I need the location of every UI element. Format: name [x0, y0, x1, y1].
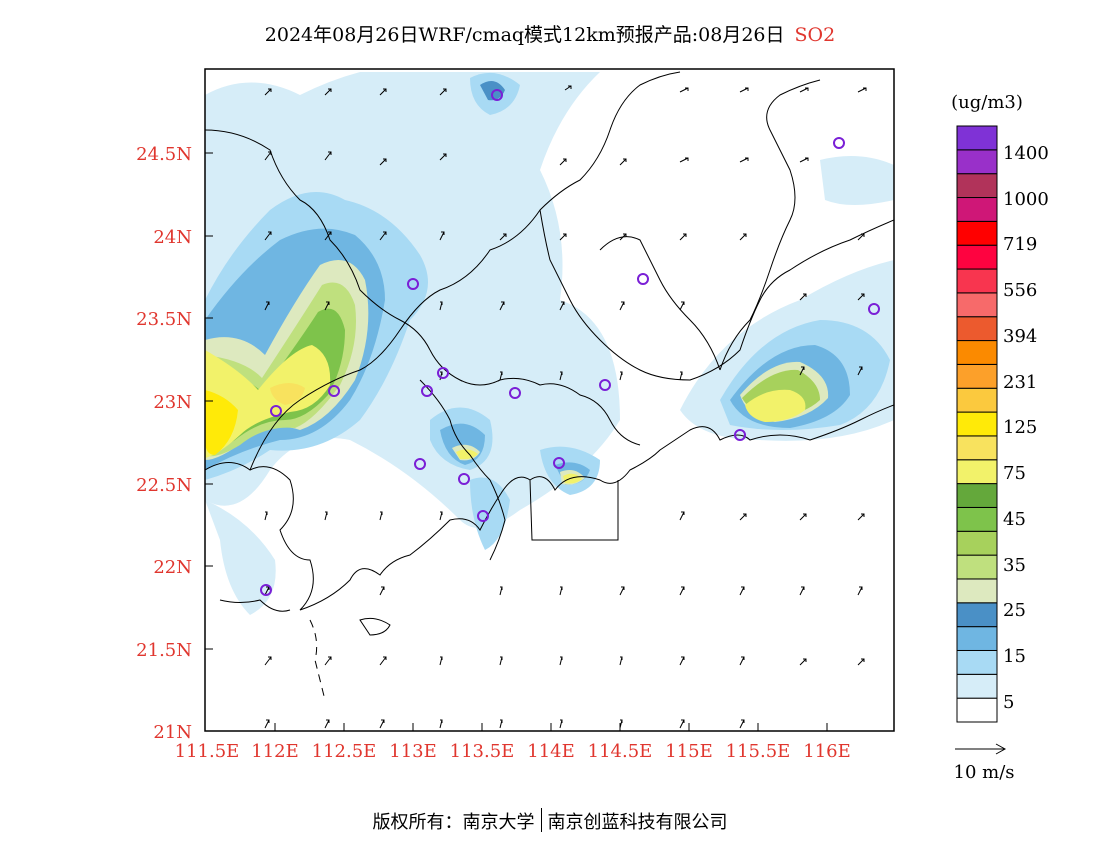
station-marker — [477, 510, 489, 522]
lon-label: 112E — [251, 741, 299, 762]
station-marker — [491, 89, 503, 101]
legend-label: 1000 — [1003, 189, 1049, 210]
footer-right: 南京创蓝科技有限公司 — [547, 812, 728, 833]
station-markers — [260, 89, 880, 596]
legend-swatch — [956, 435, 998, 461]
lat-label: 21.5N — [136, 640, 192, 661]
station-marker — [509, 387, 521, 399]
lat-label: 21N — [153, 722, 192, 743]
legend-swatch — [956, 483, 998, 508]
color-legend — [956, 125, 998, 723]
lon-label: 116E — [803, 741, 851, 762]
axis-ticks — [205, 152, 828, 731]
title-main: 2024年08月26日WRF/cmaq模式12km预报产品:08月26日 — [264, 24, 785, 46]
legend-swatch — [956, 197, 998, 222]
legend-label: 719 — [1003, 234, 1037, 255]
concentration-field — [205, 72, 894, 615]
lon-label: 113E — [389, 741, 437, 762]
station-marker — [833, 137, 845, 149]
legend-label: 1400 — [1003, 143, 1049, 164]
legend-swatch — [956, 268, 998, 294]
legend-label: 75 — [1003, 463, 1026, 484]
legend-swatch — [956, 340, 998, 365]
station-marker — [328, 385, 340, 397]
legend-label: 125 — [1003, 417, 1037, 438]
chart-title: 2024年08月26日WRF/cmaq模式12km预报产品:08月26日 SO2 — [0, 20, 1100, 47]
station-marker — [407, 278, 419, 290]
station-marker — [637, 273, 649, 285]
legend-swatch — [956, 578, 998, 604]
legend-swatch — [956, 697, 998, 723]
legend-label: 35 — [1003, 555, 1026, 576]
legend-unit: (ug/m3) — [951, 92, 1023, 113]
lon-label: 115.5E — [726, 741, 791, 762]
station-marker — [553, 457, 565, 469]
lat-label: 22.5N — [136, 475, 192, 496]
lat-label: 22N — [153, 557, 192, 578]
footer-left: 版权所有：南京大学 — [372, 812, 535, 833]
legend-label: 231 — [1003, 372, 1037, 393]
legend-swatch — [956, 530, 998, 556]
legend-swatch — [956, 387, 998, 413]
wind-reference: 10 m/s — [954, 743, 1015, 783]
lat-label: 24.5N — [136, 144, 192, 165]
station-marker — [599, 379, 611, 391]
boundary-lines — [205, 71, 894, 701]
lat-label: 24N — [153, 227, 192, 248]
legend-label: 45 — [1003, 509, 1026, 530]
station-marker — [734, 429, 746, 441]
legend-swatch — [956, 149, 998, 175]
legend-swatch — [956, 411, 998, 437]
copyright-footer: 版权所有：南京大学 南京创蓝科技有限公司 — [0, 808, 1100, 834]
legend-swatch — [956, 244, 998, 270]
lon-label: 115E — [665, 741, 713, 762]
latitude-labels: 24.5N 24N 23.5N 23N 22.5N 22N 21.5N 21N — [136, 144, 192, 743]
legend-swatch — [956, 459, 998, 485]
legend-label: 15 — [1003, 646, 1026, 667]
legend-label: 394 — [1003, 326, 1037, 347]
lon-label: 114.5E — [588, 741, 653, 762]
wind-reference-label: 10 m/s — [954, 762, 1015, 783]
station-marker — [270, 405, 282, 417]
legend-labels: 1400 1000 719 556 394 231 125 75 45 35 2… — [1003, 143, 1049, 713]
lon-label: 114E — [527, 741, 575, 762]
legend-swatch — [956, 220, 998, 246]
legend-label: 25 — [1003, 600, 1026, 621]
legend-swatch — [956, 173, 998, 199]
legend-swatch — [956, 506, 998, 532]
wind-vectors — [264, 85, 867, 729]
legend-swatch — [956, 363, 998, 389]
legend-swatch — [956, 626, 998, 651]
station-marker — [437, 367, 449, 379]
legend-swatch — [956, 673, 998, 699]
legend-swatch — [956, 316, 998, 342]
legend-swatch — [956, 125, 998, 151]
map-frame — [204, 68, 895, 732]
lon-label: 112.5E — [312, 741, 377, 762]
legend-swatch — [956, 649, 998, 675]
legend-swatch — [956, 554, 998, 580]
footer-divider — [540, 808, 542, 832]
lat-label: 23N — [153, 392, 192, 413]
station-marker — [868, 303, 880, 315]
legend-label: 556 — [1003, 280, 1037, 301]
station-marker — [421, 385, 433, 397]
legend-swatch — [956, 292, 998, 318]
station-marker — [260, 584, 272, 596]
legend-label: 5 — [1003, 692, 1014, 713]
longitude-labels: 111.5E 112E 112.5E 113E 113.5E 114E 114.… — [175, 741, 851, 762]
station-marker — [458, 473, 470, 485]
station-marker — [414, 458, 426, 470]
legend-swatch — [956, 602, 998, 628]
lon-label: 113.5E — [450, 741, 515, 762]
lat-label: 23.5N — [136, 309, 192, 330]
lon-label: 111.5E — [175, 741, 240, 762]
title-pollutant: SO2 — [794, 24, 836, 46]
arrow-head-icon — [995, 743, 1007, 755]
